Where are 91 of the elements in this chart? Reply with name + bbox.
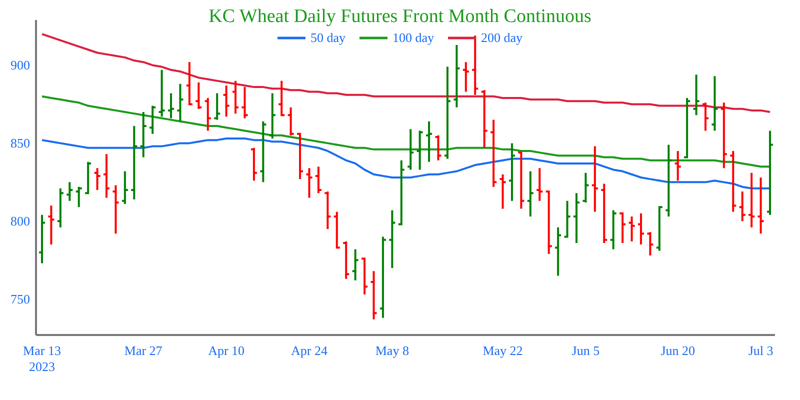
candlestick — [554, 226, 562, 277]
x-tick-label: Mar 13 2023 — [23, 343, 61, 374]
candlestick — [766, 130, 774, 216]
x-tick-label: Jul 3 — [748, 343, 774, 358]
candlestick — [47, 204, 56, 246]
candlestick — [324, 190, 332, 230]
candlestick — [378, 236, 387, 319]
candlestick — [600, 182, 608, 244]
candlestick — [314, 166, 322, 194]
candlestick — [664, 144, 673, 218]
candlestick — [536, 167, 544, 202]
y-tick-label: 750 — [10, 291, 30, 306]
chart-title: KC Wheat Daily Futures Front Month Continuous — [208, 6, 592, 27]
candlestick — [194, 81, 203, 110]
legend-label: 50 day — [310, 30, 346, 45]
candlestick — [56, 187, 64, 228]
candlestick — [250, 146, 258, 182]
candlestick — [618, 212, 627, 244]
candlestick — [544, 190, 553, 255]
candlestick — [582, 172, 590, 204]
candlestick — [692, 74, 700, 116]
candlestick — [360, 258, 369, 296]
x-tick-label: Mar 27 — [124, 343, 163, 358]
candlestick — [139, 111, 148, 158]
candlestick — [185, 61, 194, 106]
candlestick — [213, 92, 222, 121]
y-tick-label: 900 — [10, 57, 30, 72]
candlestick — [748, 172, 756, 228]
candlestick — [729, 150, 738, 213]
line-series — [41, 95, 771, 168]
x-tick-label: May 8 — [375, 343, 409, 358]
candlestick — [268, 92, 276, 140]
candlestick — [452, 44, 461, 108]
x-tick-label: Apr 10 — [208, 343, 245, 358]
candlestick — [508, 142, 516, 202]
y-tick-label: 850 — [10, 135, 30, 150]
candlestick — [388, 209, 396, 269]
candlestick — [204, 96, 212, 132]
candlestick — [305, 167, 314, 199]
x-tick-label: May 22 — [482, 343, 523, 358]
candlestick — [259, 120, 268, 184]
candlestick — [74, 186, 83, 208]
candlestick — [738, 190, 746, 222]
candlestick — [498, 173, 507, 210]
candlestick — [38, 214, 46, 264]
candlestick — [222, 84, 230, 118]
x-tick-label: Apr 24 — [291, 343, 328, 358]
legend-label: 200 day — [481, 30, 524, 45]
candlestick — [240, 86, 249, 120]
candlestick — [167, 92, 176, 120]
candlestick — [406, 128, 415, 171]
candlestick — [756, 176, 765, 235]
candlestick — [646, 231, 654, 256]
candlestick — [397, 159, 406, 226]
candlestick — [563, 200, 572, 238]
candlestick — [93, 167, 102, 191]
x-tick-label: Jun 20 — [660, 343, 696, 358]
candlestick — [278, 80, 286, 116]
candlestick — [710, 75, 719, 132]
candlestick — [425, 120, 434, 163]
candlestick — [526, 170, 534, 218]
candlestick — [674, 150, 682, 182]
candlestick — [370, 270, 378, 320]
x-tick-label: Jun 5 — [572, 343, 600, 358]
candlestick — [572, 192, 580, 244]
candlestick — [416, 130, 424, 171]
candlestick — [66, 181, 74, 202]
y-tick-label: 800 — [10, 213, 30, 228]
legend-label: 100 day — [392, 30, 435, 45]
candlestick — [112, 184, 120, 235]
candlestick — [286, 106, 295, 136]
candlestick — [351, 248, 360, 282]
candlestick — [636, 212, 645, 246]
candlestick — [480, 89, 488, 149]
candlestick — [176, 82, 184, 122]
candlestick — [628, 215, 636, 242]
candlestick — [471, 34, 480, 96]
line-series — [41, 33, 771, 114]
candlestick — [701, 102, 710, 132]
candlestick — [720, 102, 728, 170]
candlestick — [443, 66, 452, 160]
candlestick — [490, 118, 498, 188]
candlestick — [158, 68, 166, 118]
candlestick — [130, 125, 138, 200]
candlestick — [609, 209, 618, 250]
line-series — [41, 138, 771, 190]
candlestick — [462, 61, 470, 93]
candlestick — [102, 153, 111, 199]
candlestick — [232, 80, 240, 115]
candlestick — [120, 170, 129, 206]
candlestick — [590, 145, 599, 213]
